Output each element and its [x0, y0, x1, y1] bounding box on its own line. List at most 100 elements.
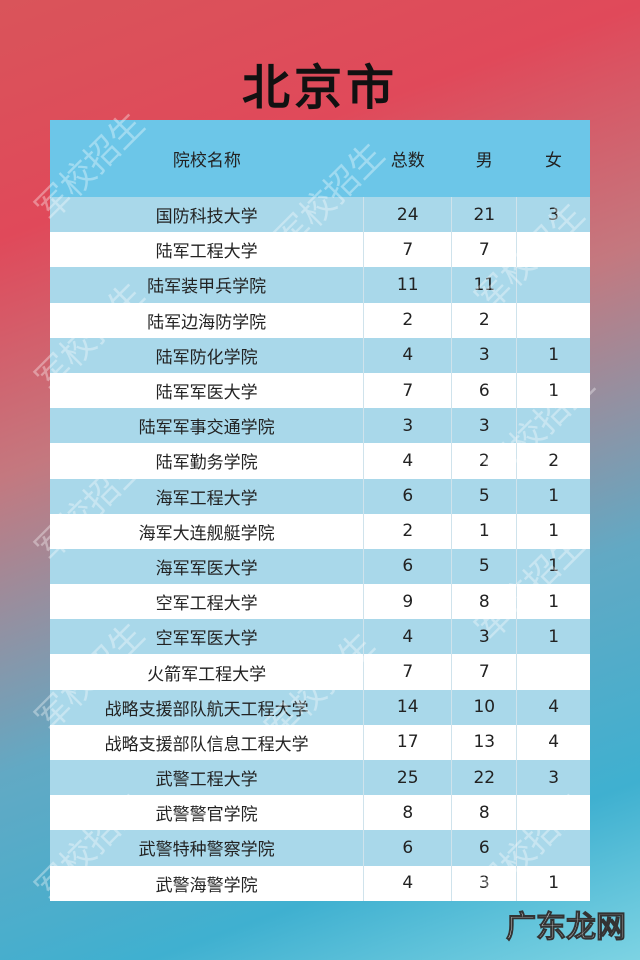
cell-name: 武警警官学院 — [50, 795, 364, 831]
cell-name: 陆军军医大学 — [50, 372, 364, 409]
cell-female — [516, 408, 590, 444]
cell-total: 2 — [363, 513, 452, 549]
cell-total: 6 — [363, 478, 452, 514]
cell-total: 11 — [363, 267, 452, 303]
cell-female: 4 — [516, 689, 590, 725]
cell-male: 3 — [451, 865, 517, 901]
cell-male: 7 — [451, 232, 517, 268]
cell-male: 5 — [451, 478, 517, 514]
table-row: 陆军军事交通学院 3 3 — [50, 408, 590, 444]
table-row: 空军工程大学 9 8 1 — [50, 584, 590, 620]
cell-total: 7 — [363, 232, 452, 268]
cell-name: 陆军军事交通学院 — [50, 408, 364, 444]
cell-female: 3 — [516, 760, 590, 796]
cell-male: 6 — [451, 830, 517, 866]
table-row: 武警工程大学 25 22 3 — [50, 760, 590, 796]
cell-male: 10 — [451, 689, 517, 725]
header-total: 总数 — [363, 120, 452, 197]
cell-name: 战略支援部队航天工程大学 — [50, 689, 364, 725]
cell-total: 4 — [363, 865, 452, 901]
table-row: 陆军装甲兵学院 11 11 — [50, 267, 590, 303]
table-row: 武警警官学院 8 8 — [50, 795, 590, 831]
cell-female — [516, 302, 590, 338]
cell-name: 火箭军工程大学 — [50, 654, 364, 690]
cell-female: 1 — [516, 337, 590, 373]
schools-table: 院校名称 总数 男 女 国防科技大学 24 21 3 陆军工程大学 7 7 陆军装甲兵学院 11… — [50, 120, 590, 901]
table-row: 战略支援部队信息工程大学 17 13 4 — [50, 724, 590, 760]
header-female: 女 — [516, 120, 590, 197]
cell-name: 战略支援部队信息工程大学 — [50, 724, 364, 760]
header-male: 男 — [451, 120, 517, 197]
table-row: 海军大连舰艇学院 2 1 1 — [50, 513, 590, 549]
cell-total: 3 — [363, 408, 452, 444]
cell-female: 1 — [516, 584, 590, 620]
cell-female: 1 — [516, 548, 590, 585]
cell-female: 2 — [516, 443, 590, 479]
table-row: 空军军医大学 4 3 1 — [50, 619, 590, 655]
cell-total: 4 — [363, 443, 452, 479]
cell-female: 1 — [516, 619, 590, 655]
table-row: 战略支援部队航天工程大学 14 10 4 — [50, 689, 590, 725]
cell-total: 24 — [363, 197, 452, 233]
logo: 广东龙网 — [506, 910, 627, 946]
cell-male: 1 — [451, 513, 517, 549]
cell-total: 25 — [363, 760, 452, 796]
table-row: 国防科技大学 24 21 3 — [50, 197, 590, 233]
cell-name: 陆军装甲兵学院 — [50, 267, 364, 303]
cell-male: 22 — [451, 760, 517, 796]
cell-male: 21 — [451, 197, 517, 233]
table-row: 海军军医大学 6 5 1 — [50, 548, 590, 585]
cell-male: 2 — [451, 302, 517, 338]
cell-female — [516, 830, 590, 866]
cell-total: 9 — [363, 584, 452, 620]
table-row: 火箭军工程大学 7 7 — [50, 654, 590, 690]
cell-male: 3 — [451, 408, 517, 444]
cell-name: 海军工程大学 — [50, 478, 364, 514]
cell-female: 1 — [516, 478, 590, 514]
cell-female: 1 — [516, 865, 590, 901]
page-title: 北京市 — [241, 60, 398, 116]
cell-total: 17 — [363, 724, 452, 760]
cell-male: 7 — [451, 654, 517, 690]
table-row: 陆军边海防学院 2 2 — [50, 302, 590, 338]
cell-female — [516, 232, 590, 268]
cell-name: 陆军工程大学 — [50, 232, 364, 268]
cell-name: 海军大连舰艇学院 — [50, 513, 364, 549]
cell-total: 4 — [363, 337, 452, 373]
cell-name: 国防科技大学 — [50, 197, 364, 233]
cell-name: 陆军边海防学院 — [50, 302, 364, 338]
table-row: 武警海警学院 4 3 1 — [50, 865, 590, 901]
cell-name: 海军军医大学 — [50, 548, 364, 585]
cell-male: 13 — [451, 724, 517, 760]
table-header: 院校名称 总数 男 女 — [50, 120, 590, 197]
table-row: 武警特种警察学院 6 6 — [50, 830, 590, 866]
cell-female — [516, 654, 590, 690]
cell-total: 8 — [363, 795, 452, 831]
cell-total: 6 — [363, 830, 452, 866]
cell-name: 空军工程大学 — [50, 584, 364, 620]
cell-male: 11 — [451, 267, 517, 303]
header-name: 院校名称 — [50, 120, 364, 197]
table-row: 海军工程大学 6 5 1 — [50, 478, 590, 514]
cell-total: 4 — [363, 619, 452, 655]
table-row: 陆军工程大学 7 7 — [50, 232, 590, 268]
cell-name: 武警海警学院 — [50, 865, 364, 901]
table-row: 陆军勤务学院 4 2 2 — [50, 443, 590, 479]
cell-male: 6 — [451, 372, 517, 409]
cell-name: 陆军勤务学院 — [50, 443, 364, 479]
cell-total: 6 — [363, 548, 452, 585]
cell-female — [516, 267, 590, 303]
cell-female — [516, 795, 590, 831]
cell-name: 空军军医大学 — [50, 619, 364, 655]
cell-female: 3 — [516, 197, 590, 233]
cell-male: 3 — [451, 619, 517, 655]
cell-name: 武警工程大学 — [50, 760, 364, 796]
table-row: 陆军防化学院 4 3 1 — [50, 337, 590, 373]
cell-male: 3 — [451, 337, 517, 373]
cell-male: 5 — [451, 548, 517, 585]
cell-female: 1 — [516, 513, 590, 549]
cell-name: 陆军防化学院 — [50, 337, 364, 373]
cell-male: 2 — [451, 443, 517, 479]
cell-total: 14 — [363, 689, 452, 725]
cell-total: 7 — [363, 654, 452, 690]
